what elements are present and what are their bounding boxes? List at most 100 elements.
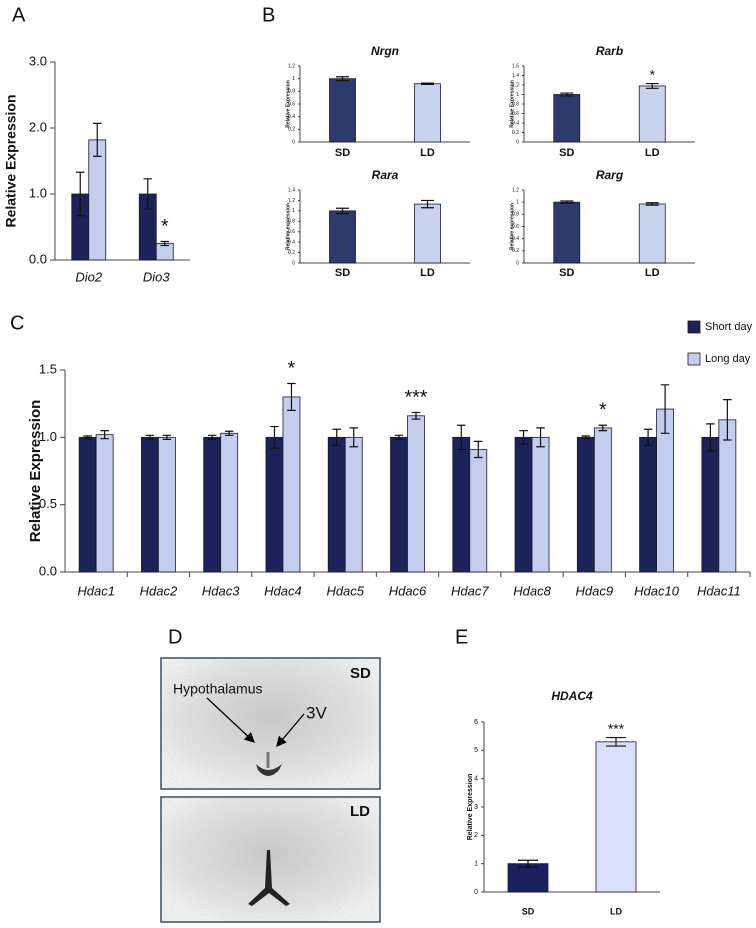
y-tick-label: 0.0 [39, 563, 57, 578]
bar [344, 436, 363, 573]
y-tick-label: 0.8 [512, 101, 519, 107]
error-bar [560, 200, 574, 204]
bar [514, 436, 533, 573]
y-axis-label: Relative expression [285, 203, 291, 250]
error-bar [336, 76, 349, 82]
y-tick-label: 0 [292, 260, 295, 266]
chart-title: Nrgn [371, 44, 399, 58]
y-axis-label: Relative Expression [285, 80, 291, 128]
bar [414, 203, 441, 264]
y-tick-label: 0.0 [29, 251, 47, 266]
significance: * [161, 215, 169, 237]
bar [414, 83, 441, 143]
y-tick-label: 0 [292, 139, 295, 145]
error-bar [474, 440, 483, 459]
y-tick-label: 0.6 [288, 101, 295, 107]
error-bar [519, 430, 528, 445]
error-bar [83, 435, 92, 440]
legend-swatch [687, 352, 701, 366]
error-bar [411, 411, 421, 420]
y-tick-label: 0.8 [288, 89, 295, 95]
region-label: Hypothalamus [173, 681, 263, 697]
error-bar [287, 382, 296, 411]
bar [553, 94, 581, 143]
x-tick-label: SD [522, 906, 535, 916]
error-bar [723, 399, 732, 441]
bar [329, 78, 356, 143]
y-tick-label: 1.2 [512, 82, 519, 88]
y-tick-label: 1 [292, 76, 295, 82]
error-bar [706, 423, 715, 452]
panel-label: E [455, 626, 468, 648]
bar [718, 419, 737, 573]
y-axis-label: Relative Expression [467, 774, 474, 841]
x-tick-label: LD [645, 147, 660, 159]
bar [282, 396, 301, 573]
error-bar [457, 424, 466, 451]
y-tick-label: 4 [474, 776, 478, 783]
chart-title: Rarb [596, 44, 623, 58]
bar [407, 415, 425, 573]
error-bar [100, 430, 109, 440]
bar [638, 85, 666, 143]
significance: *** [405, 386, 428, 408]
legend-label: Long day [705, 353, 751, 365]
error-bar [536, 427, 545, 448]
bar [158, 436, 176, 573]
ventricle-label: 3V [306, 703, 327, 722]
bar [220, 432, 239, 573]
y-tick-label: 0.8 [512, 212, 519, 218]
panel-label: D [168, 626, 182, 648]
panel-label: B [262, 4, 275, 26]
y-tick-label: 1 [474, 861, 478, 868]
error-bar [643, 428, 653, 447]
x-tick-label: Hdac10 [634, 583, 680, 598]
image-tag: LD [350, 803, 370, 820]
y-tick-label: 0.4 [512, 120, 519, 126]
x-tick-label: Hdac8 [513, 583, 551, 598]
error-bar [518, 859, 538, 868]
chart-title: Rara [372, 168, 399, 182]
y-tick-label: 1 [516, 199, 519, 205]
y-tick-label: 1.4 [512, 73, 519, 79]
bar [595, 741, 637, 893]
bar [639, 436, 657, 573]
bar [327, 436, 346, 573]
x-tick-label: Hdac5 [326, 583, 364, 598]
y-axis-label: Relative Expression [3, 94, 19, 227]
error-bar [581, 435, 591, 440]
x-tick-label: Hdac9 [576, 583, 614, 598]
error-bar [606, 736, 626, 747]
y-tick-label: 0.4 [512, 236, 519, 242]
y-tick-label: 2 [474, 832, 478, 839]
y-tick-label: 1.4 [288, 187, 295, 193]
bar [638, 203, 666, 264]
error-bar [160, 240, 169, 247]
error-bar [421, 199, 434, 209]
error-bar [76, 171, 85, 217]
y-tick-label: 0.2 [288, 127, 295, 133]
error-bar [560, 92, 574, 97]
error-bar [598, 424, 608, 432]
y-tick-label: 0.5 [39, 496, 57, 511]
significance: * [650, 66, 656, 82]
y-tick-label: 1 [516, 92, 519, 98]
bar [203, 436, 222, 573]
significance: * [288, 357, 296, 379]
y-tick-label: 2.0 [29, 119, 47, 134]
y-tick-label: 0.6 [512, 224, 519, 230]
panel-label: C [10, 312, 24, 334]
legend-swatch [687, 320, 701, 334]
error-bar [162, 434, 172, 440]
bar [701, 436, 720, 573]
y-tick-label: 0.6 [512, 111, 519, 117]
y-tick-label: 1.0 [29, 185, 47, 200]
y-axis-label: Relative Expression [27, 400, 44, 543]
arrow [206, 697, 255, 743]
y-tick-label: 0 [516, 139, 519, 145]
bar [95, 434, 114, 573]
y-tick-label: 0.4 [288, 114, 295, 120]
error-bar [349, 427, 358, 448]
error-bar [224, 430, 234, 436]
y-tick-label: 1.5 [39, 361, 57, 376]
